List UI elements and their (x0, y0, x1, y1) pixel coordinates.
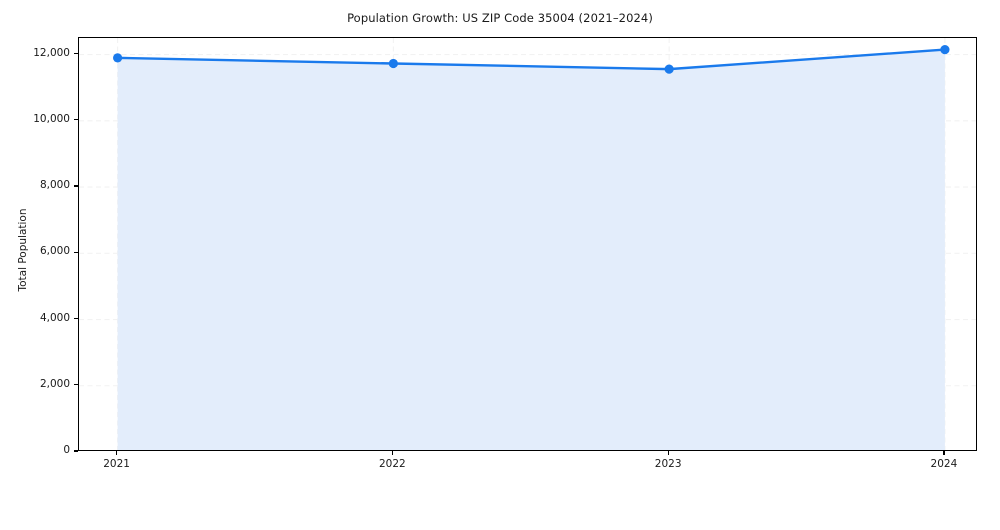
data-point-marker (664, 64, 674, 74)
x-axis-tick-label: 2022 (378, 458, 406, 470)
x-axis-tick-mark (667, 451, 669, 455)
y-axis-tick-mark (74, 450, 78, 452)
y-axis-tick-mark (74, 185, 78, 187)
y-axis-tick-label: 8,000 (39, 179, 70, 192)
x-axis-tick-label: 2021 (103, 458, 130, 470)
y-axis-tick-mark (74, 317, 78, 320)
x-axis-tick-label: 2023 (654, 458, 682, 470)
y-axis-tick-label: 0 (63, 444, 70, 456)
y-axis-tick-label: 4,000 (39, 311, 70, 324)
plot-area (78, 37, 977, 451)
series-markers (113, 44, 950, 74)
y-axis-tick-mark (74, 52, 78, 55)
chart-plot-svg (79, 38, 976, 450)
chart-title: Population Growth: US ZIP Code 35004 (20… (347, 11, 653, 25)
x-axis-tick-mark (943, 451, 945, 455)
y-axis-tick-label: 6,000 (39, 245, 70, 258)
chart-figure: Population Growth: US ZIP Code 35004 (20… (0, 0, 977, 500)
data-point-marker (940, 44, 950, 55)
y-axis-tick-container: 0 2,000 4,000 6,000 8,000 10,000 12,000 (0, 0, 70, 500)
y-axis-tick-label: 12,000 (33, 46, 70, 59)
y-axis-tick-label: 10,000 (33, 112, 70, 125)
y-axis-tick-label: 2,000 (39, 377, 70, 390)
data-point-marker (388, 58, 398, 69)
y-axis-tick-mark (74, 119, 78, 121)
x-axis-tick-mark (116, 451, 118, 455)
data-point-marker (113, 53, 123, 63)
y-axis-tick-mark (74, 384, 78, 386)
area-fill-path (117, 49, 945, 450)
series-line-path (116, 48, 947, 71)
x-axis-tick-label: 2024 (930, 458, 958, 470)
x-axis-tick-mark (391, 451, 394, 455)
y-axis-tick-mark (74, 251, 78, 253)
